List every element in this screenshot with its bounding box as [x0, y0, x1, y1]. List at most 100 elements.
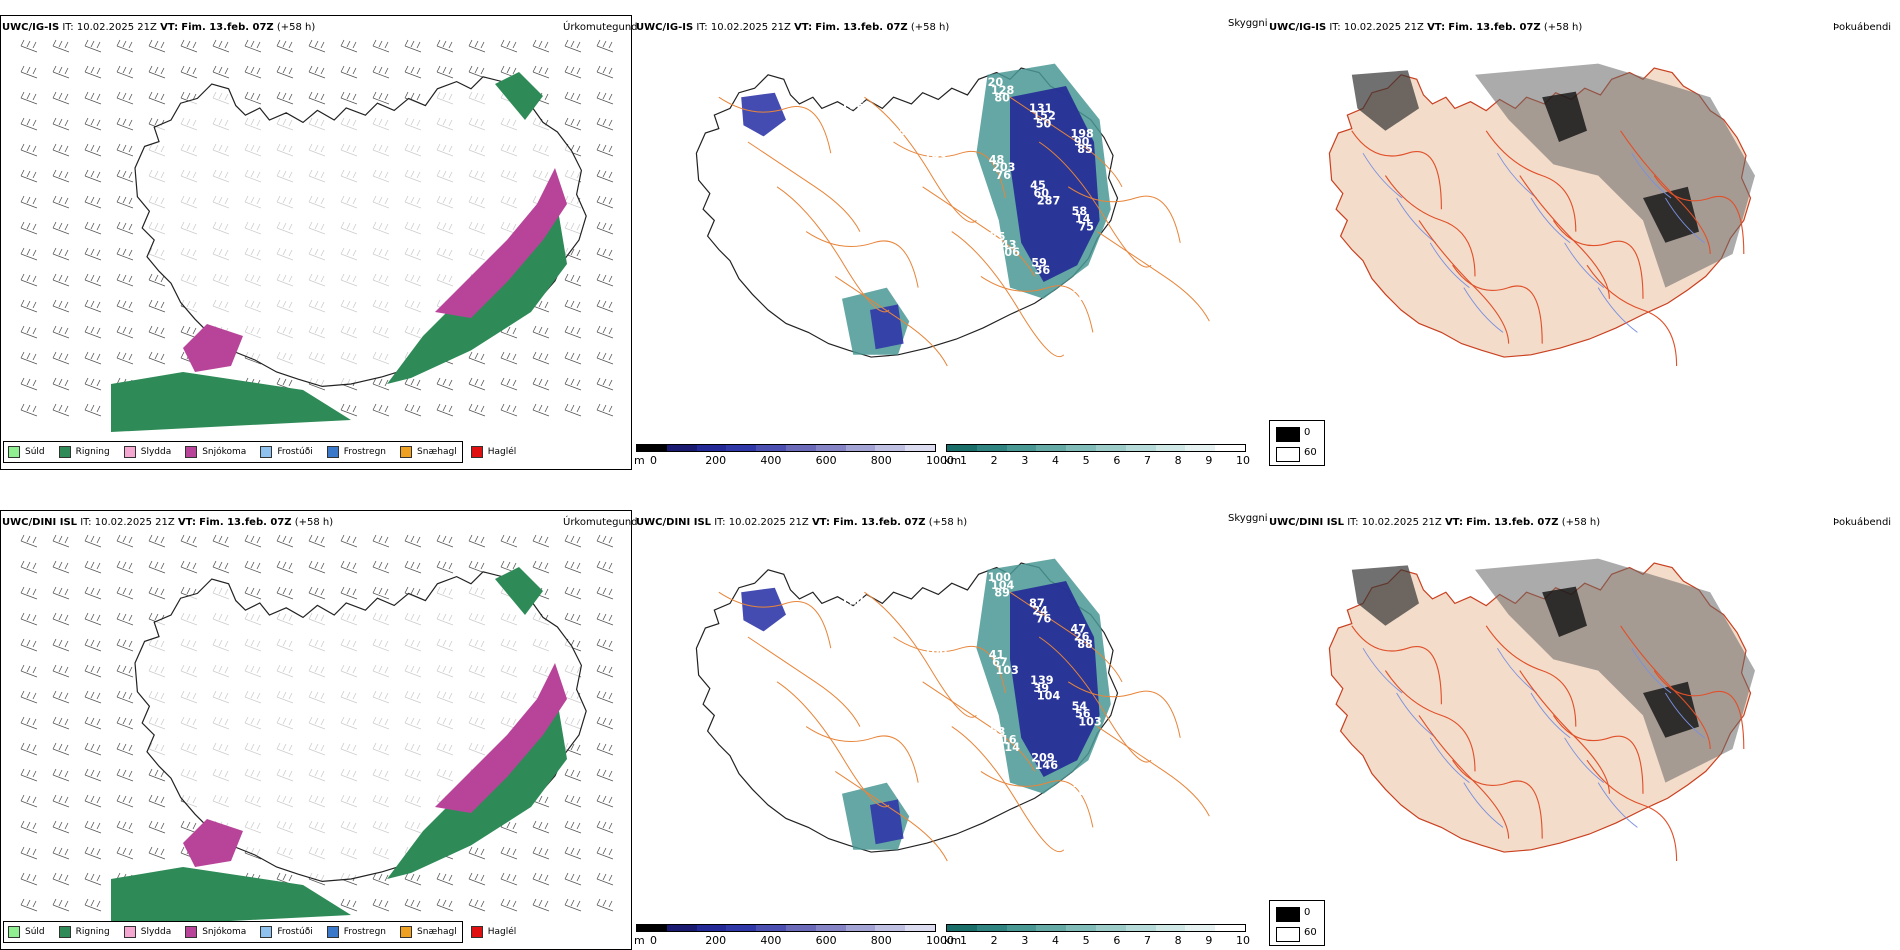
wind-barb: [116, 612, 134, 626]
init-label: IT:: [62, 22, 74, 33]
visibility-value: 185: [923, 793, 946, 806]
visibility-value: 59: [1031, 256, 1047, 269]
river-line: [1665, 197, 1705, 244]
wind-barb: [84, 351, 102, 365]
panel-title-cloud: Skyggni: [1228, 513, 1268, 524]
legend-swatch: [260, 446, 273, 458]
wind-barb: [596, 247, 614, 261]
visibility-value: 168: [1076, 290, 1100, 303]
wind-barb: [180, 820, 198, 834]
visibility-value: 14: [1075, 213, 1091, 226]
legend-item: Rigning: [58, 926, 110, 938]
visibility-value: 45: [1030, 179, 1046, 192]
fog-legend-label: 0: [1304, 427, 1311, 438]
colorbar-m: [636, 924, 936, 932]
colorbar-tick: 3: [1021, 934, 1029, 947]
legend-label: Frostregn: [343, 927, 387, 937]
wind-barb: [52, 299, 70, 313]
road-line: [1552, 715, 1644, 794]
wind-barb: [596, 403, 614, 417]
river-line: [1497, 152, 1537, 199]
road-line: [718, 96, 832, 154]
wind-barb: [116, 169, 134, 183]
wind-barb: [20, 377, 38, 391]
colorbar-tick: 10: [1236, 454, 1250, 467]
wind-barb: [436, 65, 454, 79]
visibility-value: 104: [1037, 690, 1061, 703]
legend-label: Rigning: [75, 447, 110, 457]
visibility-value: 67: [992, 656, 1008, 669]
wind-barb: [116, 247, 134, 261]
road-line: [1620, 130, 1711, 255]
wind-barb: [212, 560, 230, 574]
wind-barb: [468, 377, 486, 391]
wind-barb: [84, 768, 102, 782]
init-label: IT:: [714, 517, 726, 528]
wind-barb: [564, 351, 582, 365]
river-line: [1564, 737, 1605, 783]
wind-barb: [340, 91, 358, 105]
wind-barb: [20, 299, 38, 313]
wind-barb: [564, 560, 582, 574]
visibility-value: 383: [882, 125, 905, 138]
fog-legend-label: 60: [1304, 927, 1317, 938]
visibility-value: 106: [842, 672, 866, 685]
wind-barb: [116, 91, 134, 105]
wind-barb: [148, 794, 166, 808]
wind-barb: [84, 117, 102, 131]
wind-barb: [404, 534, 422, 548]
wind-barb: [116, 794, 134, 808]
wind-barb: [84, 742, 102, 756]
road-line: [1097, 231, 1210, 322]
model-name: UWC/DINI ISL: [1269, 517, 1345, 528]
wind-barb: [148, 65, 166, 79]
wind-barb: [564, 612, 582, 626]
snow-area-south: [183, 819, 243, 867]
wind-barb: [52, 560, 70, 574]
wind-barb: [20, 273, 38, 287]
fog-dense-east: [1643, 681, 1699, 738]
wind-barb: [340, 586, 358, 600]
visibility-value: 20: [988, 76, 1004, 89]
wind-barb: [596, 898, 614, 912]
road-line: [922, 681, 1036, 772]
wind-barb: [436, 560, 454, 574]
legend-swatch: [400, 446, 413, 458]
fog-dense: [1542, 91, 1587, 142]
wind-barb: [84, 143, 102, 157]
wind-barb: [596, 299, 614, 313]
road-line: [1038, 636, 1152, 763]
road-line: [951, 231, 1065, 357]
wind-barb: [20, 612, 38, 626]
panel-title-precip: Úrkomutegund: [563, 22, 638, 33]
wind-barb: [148, 299, 166, 313]
wind-barb: [436, 534, 454, 548]
run-info-header: UWC/DINI ISL IT: 10.02.2025 21Z VT: Fim.…: [636, 517, 967, 528]
wind-barb: [180, 351, 198, 365]
legend-label: Snjókoma: [202, 927, 247, 937]
wind-barb: [20, 91, 38, 105]
init-label: IT:: [1347, 517, 1359, 528]
wind-barb: [52, 742, 70, 756]
fog-legend-label: 0: [1304, 907, 1311, 918]
snow-area: [435, 663, 567, 813]
colorbar-tick: 600: [815, 454, 837, 467]
wind-barb: [596, 195, 614, 209]
road-line: [864, 591, 977, 718]
wind-barb: [532, 872, 550, 886]
init-time: 10.02.2025 21Z: [1361, 517, 1442, 528]
wind-barb: [340, 560, 358, 574]
road-line: [1519, 175, 1610, 299]
wind-barb: [596, 39, 614, 53]
precip-map: [20, 534, 614, 927]
road-line: [1067, 681, 1181, 738]
wind-barb: [596, 586, 614, 600]
legend-swatch: [185, 926, 198, 938]
visibility-value: 152: [1032, 110, 1055, 123]
visibility-value: 61: [882, 620, 898, 633]
colorbar-tick: 9: [1205, 934, 1213, 947]
wind-barb: [84, 273, 102, 287]
wind-barb: [500, 39, 518, 53]
fog-area-west: [1351, 70, 1419, 131]
wind-barb: [276, 377, 294, 391]
